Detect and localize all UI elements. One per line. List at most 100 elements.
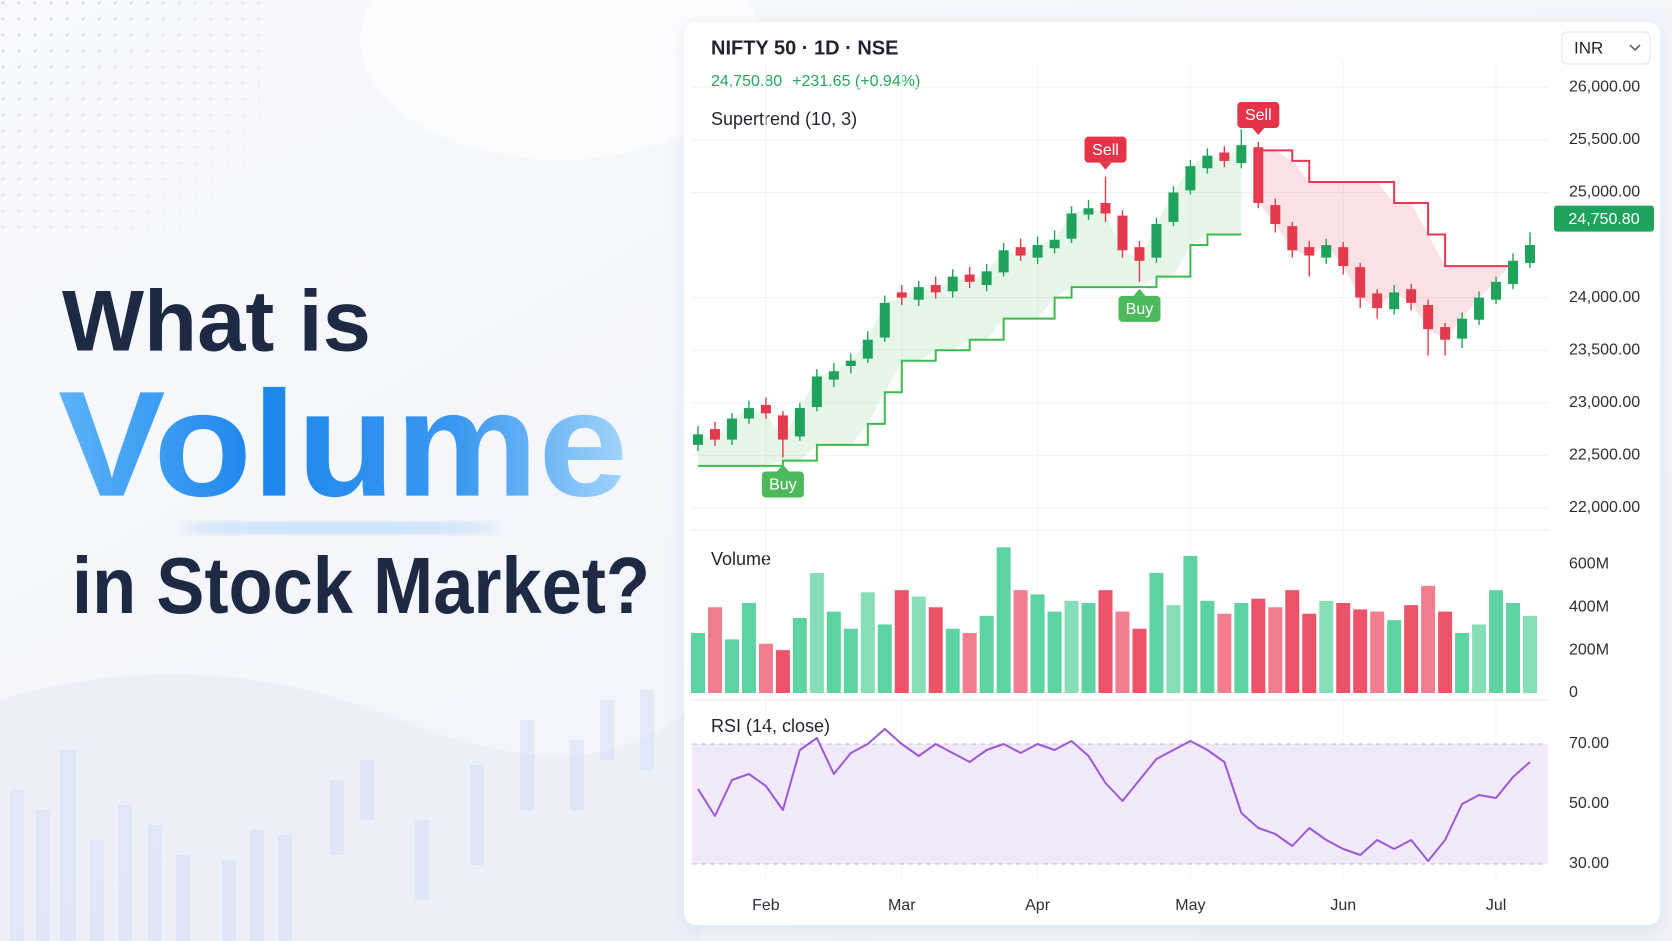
candle-body — [1100, 202, 1111, 214]
candle-body — [1355, 267, 1366, 298]
volume-bar — [1064, 600, 1079, 693]
price-line: 24,750.80 +231.65 (+0.94%) — [711, 73, 920, 90]
volume-bar — [1268, 607, 1283, 693]
chevron[interactable] — [1629, 44, 1641, 52]
candle-body — [1338, 247, 1349, 267]
volume-bar — [1013, 590, 1028, 693]
volume-bar — [894, 590, 909, 693]
candle-body — [1185, 166, 1196, 191]
y-tick-label: 200M — [1569, 641, 1609, 658]
volume-bar — [1234, 603, 1249, 693]
bg-wave — [0, 674, 700, 941]
candle-body — [1236, 145, 1247, 164]
volume-bar — [979, 615, 994, 693]
volume-bar — [1523, 615, 1537, 693]
candle-body — [1474, 297, 1485, 320]
rsi-line — [697, 728, 1531, 862]
volume-bar — [1421, 585, 1436, 693]
signal-label: Buy — [769, 477, 797, 494]
signal-label: Sell — [1092, 142, 1119, 159]
volume-bar — [1030, 594, 1045, 693]
headline-highlight: Volume — [58, 360, 628, 528]
plot-area: 22,000.00 22,500.00 23,000.00 23,500.00 24,0… — [691, 61, 1654, 914]
volume-bar — [809, 573, 824, 693]
volume-bar — [877, 624, 892, 693]
signal-pointer — [1133, 288, 1146, 296]
candle-body — [1423, 304, 1434, 330]
indicator-title: Supertrend (10, 3) — [711, 109, 857, 129]
candle-body — [998, 250, 1009, 273]
signal-badge — [1237, 101, 1280, 128]
x-tick-label: Mar — [888, 897, 916, 914]
volume-bar — [1302, 613, 1317, 693]
candle-body — [879, 302, 890, 338]
candle-body — [845, 360, 856, 366]
y-tick-label: 25,000.00 — [1569, 184, 1640, 201]
y-tick-label: 24,000.00 — [1569, 289, 1640, 306]
volume-bar — [775, 650, 790, 693]
signal-label: Buy — [1126, 301, 1154, 318]
x-tick-label: Jun — [1330, 897, 1356, 914]
y-tick-label: 22,500.00 — [1569, 447, 1640, 464]
headline-glow — [180, 522, 500, 534]
candle-body — [930, 285, 941, 293]
volume-bar — [1132, 628, 1147, 693]
volume-bar — [826, 611, 841, 693]
candle-body — [1372, 293, 1383, 309]
supertrend-line — [1258, 149, 1514, 268]
candle-body — [1168, 192, 1179, 222]
candle-body — [1525, 245, 1535, 263]
supertrend-fill — [1258, 150, 1514, 340]
headline-line1: What is — [62, 274, 371, 370]
candle-body — [1219, 152, 1230, 161]
candle-body — [1508, 260, 1519, 284]
candle-body — [743, 408, 754, 419]
volume-bar — [911, 596, 926, 693]
signal-badge — [1084, 136, 1127, 163]
candle-body — [1389, 292, 1400, 310]
volume-bar — [1472, 624, 1487, 693]
candle-body — [777, 415, 788, 440]
volume-bar — [1319, 600, 1334, 693]
currency-box[interactable] — [1561, 31, 1651, 65]
volume-bar — [1183, 555, 1198, 693]
volume-bar — [1370, 611, 1385, 693]
volume-bar — [1353, 609, 1368, 693]
candle-body — [1134, 247, 1145, 261]
candle-body — [1321, 245, 1332, 258]
signal-badge — [1118, 295, 1161, 322]
volume-bar — [1438, 611, 1453, 693]
candle-body — [760, 404, 771, 414]
volume-bar — [741, 603, 756, 693]
y-tick-label: 23,500.00 — [1569, 341, 1640, 358]
candle-body — [896, 292, 907, 298]
price-change: +231.65 (+0.94%) — [792, 73, 920, 90]
candle-body — [828, 371, 839, 380]
bg-candles — [10, 690, 654, 941]
bg-blob — [360, 0, 760, 160]
volume-bar — [1081, 603, 1096, 693]
dot-grid — [0, 0, 260, 240]
volume-bar — [1166, 605, 1181, 693]
candle-body — [964, 274, 975, 282]
y-tick-label: 23,000.00 — [1569, 394, 1640, 411]
volume-bar — [945, 628, 960, 693]
chart-title: NIFTY 50 · 1D · NSE — [711, 37, 898, 59]
volume-bar — [1149, 573, 1164, 693]
currency-select[interactable]: INR — [1561, 31, 1651, 65]
x-tick-label: Feb — [752, 897, 780, 914]
candle-body — [1457, 318, 1468, 339]
volume-bar — [1404, 605, 1419, 693]
candle-body — [1304, 247, 1315, 256]
signal-pointer — [1252, 127, 1265, 135]
currency-label[interactable]: INR — [1574, 38, 1603, 57]
candle-body — [1202, 155, 1213, 169]
y-tick-label: 50.00 — [1569, 795, 1609, 812]
signal-pointer — [776, 464, 789, 472]
volume-bar — [691, 633, 705, 693]
x-tick-label: Apr — [1025, 897, 1051, 914]
volume-bar — [724, 639, 739, 693]
x-tick-label: May — [1175, 897, 1205, 914]
candle-body — [1406, 289, 1417, 303]
